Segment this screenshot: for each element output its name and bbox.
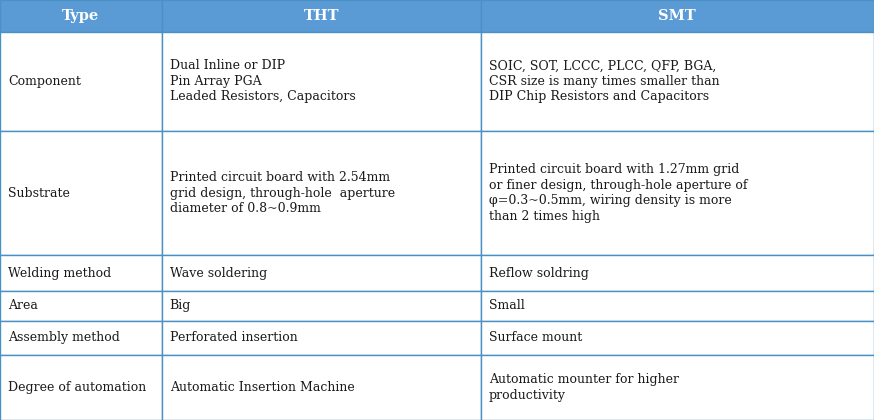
Text: Assembly method: Assembly method <box>8 331 120 344</box>
Bar <box>481 131 874 255</box>
Text: Pin Array PGA: Pin Array PGA <box>170 75 261 88</box>
Text: Leaded Resistors, Capacitors: Leaded Resistors, Capacitors <box>170 90 356 103</box>
Text: SOIC, SOT, LCCC, PLCC, QFP, BGA,: SOIC, SOT, LCCC, PLCC, QFP, BGA, <box>489 59 716 72</box>
Text: grid design, through-hole  aperture: grid design, through-hole aperture <box>170 186 395 199</box>
Bar <box>0 32 162 131</box>
Text: Area: Area <box>8 299 38 312</box>
Bar <box>481 320 874 354</box>
Text: Component: Component <box>8 75 81 88</box>
Text: Welding method: Welding method <box>8 267 111 280</box>
Text: Substrate: Substrate <box>8 186 70 199</box>
Bar <box>0 320 162 354</box>
Text: CSR size is many times smaller than: CSR size is many times smaller than <box>489 75 719 88</box>
Text: Printed circuit board with 2.54mm: Printed circuit board with 2.54mm <box>170 171 390 184</box>
Text: SMT: SMT <box>658 9 697 23</box>
Text: diameter of 0.8~0.9mm: diameter of 0.8~0.9mm <box>170 202 321 215</box>
Text: DIP Chip Resistors and Capacitors: DIP Chip Resistors and Capacitors <box>489 90 709 103</box>
Text: Big: Big <box>170 299 191 312</box>
Bar <box>162 131 481 255</box>
Bar <box>481 32 874 131</box>
Text: or finer design, through-hole aperture of: or finer design, through-hole aperture o… <box>489 179 747 192</box>
Bar <box>481 291 874 320</box>
Text: Degree of automation: Degree of automation <box>8 381 146 394</box>
Text: Wave soldering: Wave soldering <box>170 267 267 280</box>
Text: Dual Inline or DIP: Dual Inline or DIP <box>170 59 285 72</box>
Text: Automatic Insertion Machine: Automatic Insertion Machine <box>170 381 355 394</box>
Text: than 2 times high: than 2 times high <box>489 210 600 223</box>
Text: Perforated insertion: Perforated insertion <box>170 331 297 344</box>
Bar <box>162 354 481 420</box>
Bar <box>162 291 481 320</box>
Bar <box>162 255 481 291</box>
Bar <box>0 354 162 420</box>
Text: Printed circuit board with 1.27mm grid: Printed circuit board with 1.27mm grid <box>489 163 739 176</box>
Bar <box>481 0 874 32</box>
Text: Small: Small <box>489 299 524 312</box>
Text: Reflow soldring: Reflow soldring <box>489 267 588 280</box>
Text: productivity: productivity <box>489 388 565 402</box>
Bar <box>162 320 481 354</box>
Text: Surface mount: Surface mount <box>489 331 582 344</box>
Bar <box>0 255 162 291</box>
Bar <box>0 291 162 320</box>
Text: THT: THT <box>303 9 339 23</box>
Bar <box>481 255 874 291</box>
Bar <box>162 32 481 131</box>
Bar <box>162 0 481 32</box>
Text: Automatic mounter for higher: Automatic mounter for higher <box>489 373 679 386</box>
Text: Type: Type <box>62 9 100 23</box>
Text: φ=0.3~0.5mm, wiring density is more: φ=0.3~0.5mm, wiring density is more <box>489 194 732 207</box>
Bar <box>0 0 162 32</box>
Bar <box>0 131 162 255</box>
Bar <box>481 354 874 420</box>
